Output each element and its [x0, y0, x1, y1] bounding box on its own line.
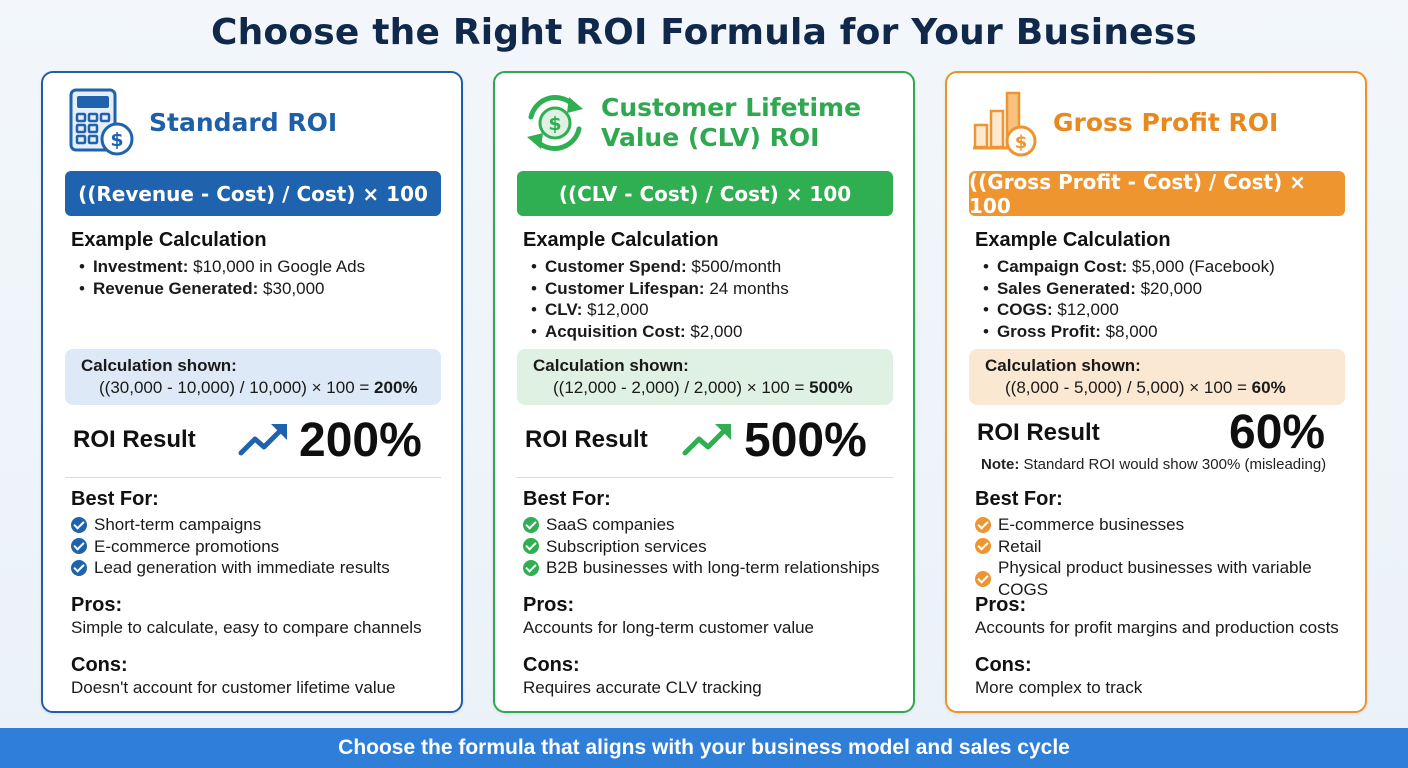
best-for-list: E-commerce businesses Retail Physical pr…	[975, 514, 1365, 600]
calculation-box: Calculation shown: ((8,000 - 5,000) / 5,…	[969, 349, 1345, 405]
cons-heading: Cons:	[523, 654, 580, 676]
example-item: Acquisition Cost: $2,000	[531, 321, 789, 343]
example-item: Customer Lifespan: 24 months	[531, 278, 789, 300]
best-for-item: Subscription services	[523, 536, 880, 558]
svg-text:$: $	[548, 113, 561, 135]
roi-result-value: 60%	[1229, 406, 1326, 459]
example-heading: Example Calculation	[975, 229, 1171, 251]
calculation-box: Calculation shown: ((30,000 - 10,000) / …	[65, 349, 441, 405]
page-title: Choose the Right ROI Formula for Your Bu…	[210, 12, 1198, 53]
check-icon	[975, 516, 991, 533]
card-clv-roi: $ Customer Lifetime Value (CLV) ROI ((CL…	[493, 71, 915, 713]
best-for-list: SaaS companies Subscription services B2B…	[523, 514, 880, 579]
pros-heading: Pros:	[71, 594, 123, 616]
check-icon	[523, 559, 539, 576]
cons-text: More complex to track	[975, 678, 1143, 697]
check-icon	[71, 516, 87, 533]
example-list: Investment: $10,000 in Google Ads Revenu…	[79, 256, 365, 299]
cons-heading: Cons:	[975, 654, 1032, 676]
best-for-heading: Best For:	[71, 488, 159, 510]
card-header: $ Customer Lifetime Value (CLV) ROI	[519, 87, 895, 161]
check-icon	[975, 570, 991, 587]
calculation-label: Calculation shown:	[81, 356, 237, 375]
calculation-expression: ((8,000 - 5,000) / 5,000) × 100 = 60%	[1005, 378, 1286, 397]
card-title: Gross Profit ROI	[1053, 108, 1279, 137]
check-icon	[523, 538, 539, 555]
example-heading: Example Calculation	[71, 229, 267, 251]
example-item: Gross Profit: $8,000	[983, 321, 1275, 343]
check-icon	[523, 516, 539, 533]
example-item: Revenue Generated: $30,000	[79, 278, 365, 300]
pros-text: Accounts for long-term customer value	[523, 618, 815, 637]
recurring-dollar-icon: $	[527, 95, 583, 151]
best-for-item: Physical product businesses with variabl…	[975, 557, 1365, 600]
check-icon	[71, 538, 87, 555]
card-standard-roi: $ Standard ROI ((Revenue - Cost) / Cost)…	[41, 71, 463, 713]
cons-heading: Cons:	[71, 654, 128, 676]
check-icon	[71, 559, 87, 576]
card-header: $ Gross Profit ROI	[971, 87, 1347, 161]
calculation-expression: ((12,000 - 2,000) / 2,000) × 100 = 500%	[553, 378, 853, 397]
card-title: Standard ROI	[149, 108, 338, 137]
calculator-dollar-icon: $	[69, 88, 134, 156]
calculation-label: Calculation shown:	[533, 356, 689, 375]
calculation-label: Calculation shown:	[985, 356, 1141, 375]
roi-result-value: 500%	[744, 414, 867, 467]
divider	[65, 477, 441, 478]
note: Note: Standard ROI would show 300% (misl…	[981, 456, 1327, 473]
best-for-item: SaaS companies	[523, 514, 880, 536]
formula-banner: ((Revenue - Cost) / Cost) × 100	[65, 171, 441, 216]
best-for-item: Lead generation with immediate results	[71, 557, 390, 579]
pros-text: Simple to calculate, easy to compare cha…	[71, 618, 422, 637]
pros-heading: Pros:	[523, 594, 575, 616]
example-item: Investment: $10,000 in Google Ads	[79, 256, 365, 278]
formula-banner: ((CLV - Cost) / Cost) × 100	[517, 171, 893, 216]
trend-up-icon	[238, 424, 287, 456]
example-heading: Example Calculation	[523, 229, 719, 251]
card-header: $ Standard ROI	[67, 87, 443, 161]
footer-banner: Choose the formula that aligns with your…	[0, 728, 1408, 768]
roi-result-value: 200%	[299, 414, 422, 467]
example-item: Campaign Cost: $5,000 (Facebook)	[983, 256, 1275, 278]
pros-heading: Pros:	[975, 594, 1027, 616]
card-gross-profit-roi: $ Gross Profit ROI ((Gross Profit - Cost…	[945, 71, 1367, 713]
best-for-item: E-commerce promotions	[71, 536, 390, 558]
example-list: Customer Spend: $500/month Customer Life…	[531, 256, 789, 342]
pros-text: Accounts for profit margins and producti…	[975, 618, 1339, 637]
calculation-box: Calculation shown: ((12,000 - 2,000) / 2…	[517, 349, 893, 405]
card-title: Customer Lifetime Value (CLV) ROI	[601, 93, 862, 152]
divider	[517, 477, 893, 478]
trend-up-icon	[682, 424, 731, 456]
cons-text: Requires accurate CLV tracking	[523, 678, 762, 697]
best-for-item: E-commerce businesses	[975, 514, 1365, 536]
roi-result-label: ROI Result	[73, 426, 196, 453]
best-for-heading: Best For:	[975, 488, 1063, 510]
best-for-list: Short-term campaigns E-commerce promotio…	[71, 514, 390, 579]
best-for-item: B2B businesses with long-term relationsh…	[523, 557, 880, 579]
roi-result-label: ROI Result	[525, 426, 648, 453]
example-item: CLV: $12,000	[531, 299, 789, 321]
calculation-expression: ((30,000 - 10,000) / 10,000) × 100 = 200…	[99, 378, 418, 397]
check-icon	[975, 538, 991, 555]
formula-banner: ((Gross Profit - Cost) / Cost) × 100	[969, 170, 1345, 218]
cons-text: Doesn't account for customer lifetime va…	[71, 678, 396, 697]
best-for-heading: Best For:	[523, 488, 611, 510]
example-item: COGS: $12,000	[983, 299, 1275, 321]
example-list: Campaign Cost: $5,000 (Facebook) Sales G…	[983, 256, 1275, 342]
svg-text:$: $	[110, 129, 123, 151]
bar-chart-dollar-icon: $	[973, 91, 1037, 157]
best-for-item: Short-term campaigns	[71, 514, 390, 536]
svg-text:$: $	[1015, 132, 1028, 153]
best-for-item: Retail	[975, 536, 1365, 558]
roi-result-label: ROI Result	[977, 419, 1100, 446]
example-item: Sales Generated: $20,000	[983, 278, 1275, 300]
example-item: Customer Spend: $500/month	[531, 256, 789, 278]
